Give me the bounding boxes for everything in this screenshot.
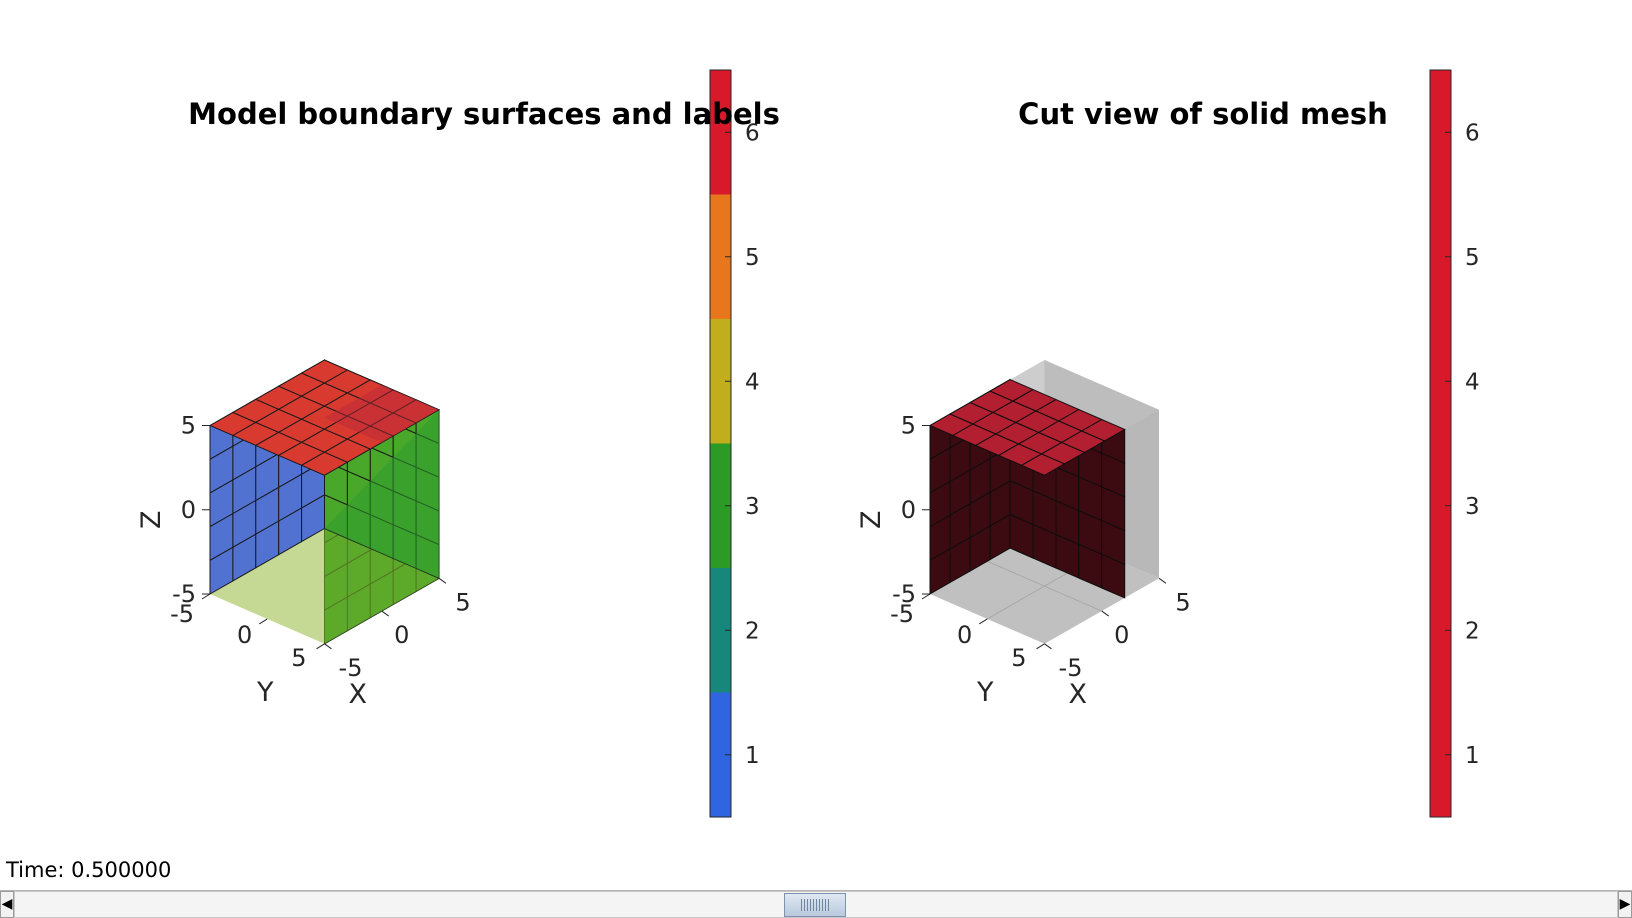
y-tick-label: 5 <box>291 644 306 672</box>
colorbar-band <box>710 194 731 319</box>
y-tick-mark <box>978 618 988 625</box>
colorbar-tick-label: 3 <box>1465 494 1480 520</box>
x-tick-label: 0 <box>394 621 409 649</box>
y-tick-label: 0 <box>237 621 252 649</box>
x-axis-label: X <box>1069 679 1088 710</box>
colorbar-tick-label: 2 <box>745 618 760 644</box>
z-tick-label: 5 <box>181 412 196 440</box>
z-tick-label: -5 <box>172 580 196 608</box>
colorbar-tick-label: 6 <box>1465 120 1480 146</box>
colorbar-tick-label: 3 <box>745 494 760 520</box>
colorbar-tick-label: 2 <box>1465 618 1480 644</box>
y-axis-label: Y <box>256 677 274 708</box>
colorbar-tick-label: 6 <box>745 120 760 146</box>
time-readout: Time: 0.500000 <box>6 858 172 882</box>
colorbar-tick-label: 4 <box>1465 369 1480 395</box>
z-axis-label: Z <box>856 511 887 530</box>
top-face-label6-cell <box>392 399 441 424</box>
y-tick-mark <box>258 618 268 625</box>
colorbar-band <box>710 692 731 817</box>
colorbar-tick-label: 4 <box>745 369 760 395</box>
y-tick-label: -5 <box>890 600 914 628</box>
x-tick-label: -5 <box>1059 654 1083 682</box>
x-tick-mark <box>1158 577 1167 584</box>
x-tick-mark <box>1044 643 1052 650</box>
grip-icon <box>801 899 829 911</box>
y-tick-label: 0 <box>957 621 972 649</box>
x-tick-mark <box>324 643 332 650</box>
y-axis-label: Y <box>976 677 994 708</box>
right-colorbar: 1 2 3 4 5 6 <box>1429 69 1480 818</box>
colorbar-tick-label: 1 <box>1465 743 1480 769</box>
right-plot-title: Cut view of solid mesh <box>1018 97 1388 131</box>
scroll-right-arrow-icon[interactable]: ▶ <box>1618 891 1632 918</box>
y-tick-label: -5 <box>170 600 194 628</box>
y-tick-mark <box>921 593 931 600</box>
floor-face <box>210 528 439 644</box>
y-tick-mark <box>316 643 325 650</box>
x-tick-mark <box>381 610 390 617</box>
colorbar-frame <box>1429 69 1452 818</box>
x-tick-label: 5 <box>455 588 470 616</box>
colorbar-band <box>710 319 731 444</box>
x-tick-label: 0 <box>1114 621 1129 649</box>
solid-top-face-cell <box>1080 418 1126 442</box>
left-colorbar: 1 2 3 4 5 6 <box>709 69 760 818</box>
z-tick-label: 0 <box>901 496 916 524</box>
colorbar-frame <box>709 69 732 818</box>
z-tick-label: 5 <box>901 412 916 440</box>
x-tick-mark <box>1101 610 1110 617</box>
scroll-left-arrow-icon[interactable]: ◀ <box>0 891 14 918</box>
right-axes: -5 0 5 -5 0 5 -5 0 5 Z Y X <box>856 360 1191 710</box>
top-face-shade <box>324 384 439 443</box>
scrollbar-track[interactable] <box>14 891 1618 918</box>
z-tick-label: 0 <box>181 496 196 524</box>
x-tick-mark <box>438 577 447 584</box>
y-tick-mark <box>1036 643 1045 650</box>
colorbar-band <box>710 568 731 693</box>
scrollbar-thumb[interactable] <box>784 893 846 917</box>
colorbar-tick-label: 5 <box>745 245 760 271</box>
y-tick-label: 5 <box>1011 644 1026 672</box>
x-tick-label: 5 <box>1175 588 1190 616</box>
colorbar-band <box>710 70 731 195</box>
colorbar-tick-label: 5 <box>1465 245 1480 271</box>
z-tick-label: -5 <box>892 580 916 608</box>
time-scrollbar[interactable]: ◀ ▶ <box>0 890 1632 918</box>
left-plot-title: Model boundary surfaces and labels <box>188 97 780 131</box>
x-tick-label: -5 <box>339 654 363 682</box>
colorbar-band <box>710 443 731 568</box>
colorbar-band <box>1430 70 1451 817</box>
y-tick-mark <box>201 593 211 600</box>
colorbar-tick-label: 1 <box>745 743 760 769</box>
ghost-top-overlay <box>1010 360 1159 430</box>
x-axis-label: X <box>349 679 368 710</box>
left-axes: -5 0 5 -5 0 5 -5 0 5 Z Y X <box>136 359 471 710</box>
z-axis-label: Z <box>136 511 167 530</box>
right-face-shade <box>324 409 439 579</box>
